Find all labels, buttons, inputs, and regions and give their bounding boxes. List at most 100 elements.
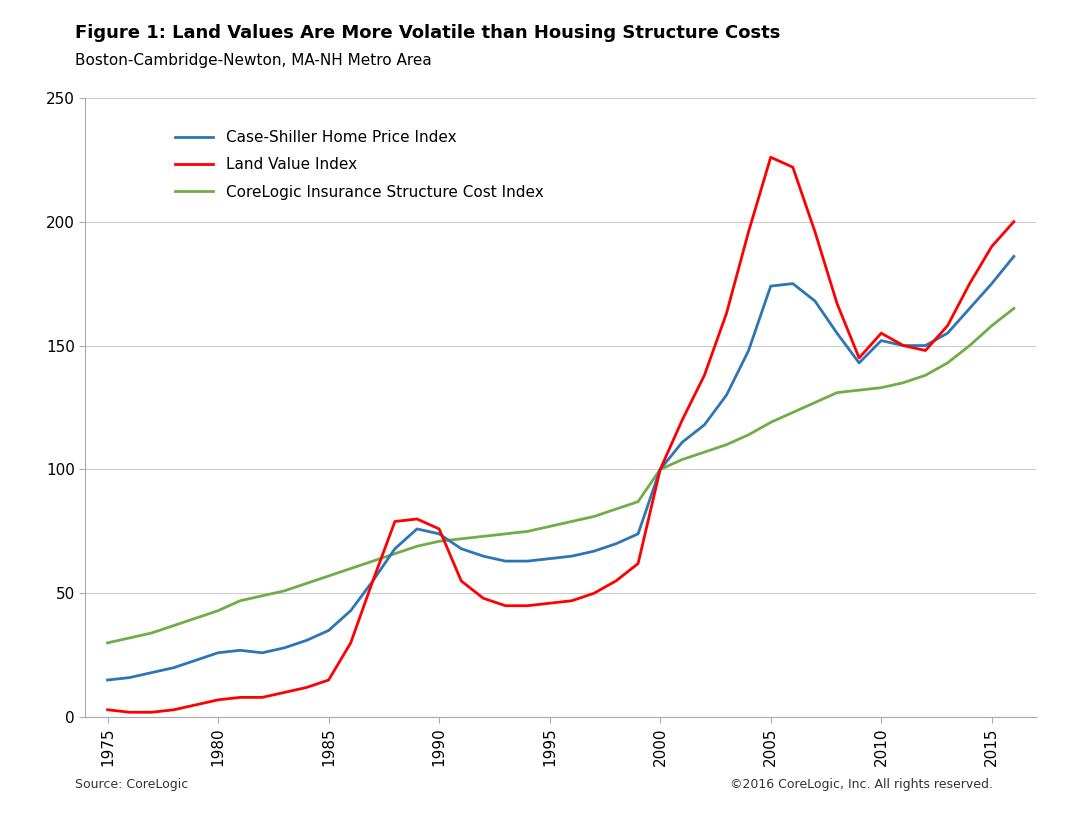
- Case-Shiller Home Price Index: [875, 336, 888, 346]
- CoreLogic Insurance Structure Cost Index: [521, 526, 534, 536]
- CoreLogic Insurance Structure Cost Index: [897, 378, 910, 388]
- Case-Shiller Home Price Index: [610, 539, 623, 548]
- Land Value Index: [344, 638, 357, 648]
- Land Value Index: [234, 693, 247, 703]
- Land Value Index: [433, 524, 445, 534]
- CoreLogic Insurance Structure Cost Index: [455, 534, 468, 544]
- Case-Shiller Home Price Index: [897, 341, 910, 350]
- Line: Land Value Index: Land Value Index: [108, 157, 1014, 712]
- Land Value Index: [920, 346, 932, 355]
- CoreLogic Insurance Structure Cost Index: [698, 447, 711, 457]
- CoreLogic Insurance Structure Cost Index: [875, 383, 888, 393]
- Land Value Index: [278, 688, 290, 698]
- Land Value Index: [720, 308, 733, 318]
- Land Value Index: [963, 279, 976, 289]
- Land Value Index: [477, 593, 490, 603]
- Land Value Index: [765, 152, 778, 162]
- Land Value Index: [189, 700, 202, 710]
- CoreLogic Insurance Structure Cost Index: [389, 548, 402, 558]
- CoreLogic Insurance Structure Cost Index: [786, 408, 799, 417]
- CoreLogic Insurance Structure Cost Index: [808, 398, 821, 408]
- Land Value Index: [1007, 217, 1020, 227]
- CoreLogic Insurance Structure Cost Index: [366, 556, 379, 566]
- Land Value Index: [786, 162, 799, 172]
- Case-Shiller Home Price Index: [521, 556, 534, 566]
- CoreLogic Insurance Structure Cost Index: [499, 529, 512, 539]
- CoreLogic Insurance Structure Cost Index: [654, 465, 666, 474]
- Case-Shiller Home Price Index: [720, 390, 733, 400]
- CoreLogic Insurance Structure Cost Index: [610, 504, 623, 514]
- Case-Shiller Home Price Index: [631, 529, 644, 539]
- CoreLogic Insurance Structure Cost Index: [565, 517, 578, 526]
- Case-Shiller Home Price Index: [145, 667, 158, 677]
- Case-Shiller Home Price Index: [565, 551, 578, 561]
- Land Value Index: [455, 576, 468, 586]
- CoreLogic Insurance Structure Cost Index: [831, 388, 844, 398]
- Case-Shiller Home Price Index: [698, 420, 711, 430]
- CoreLogic Insurance Structure Cost Index: [101, 638, 114, 648]
- Case-Shiller Home Price Index: [544, 553, 556, 563]
- Case-Shiller Home Price Index: [963, 303, 976, 313]
- Land Value Index: [410, 514, 423, 524]
- Land Value Index: [565, 596, 578, 606]
- Land Value Index: [742, 227, 755, 236]
- Case-Shiller Home Price Index: [765, 281, 778, 291]
- Land Value Index: [676, 415, 689, 425]
- Land Value Index: [168, 705, 180, 715]
- CoreLogic Insurance Structure Cost Index: [544, 522, 556, 531]
- Land Value Index: [544, 598, 556, 608]
- CoreLogic Insurance Structure Cost Index: [300, 579, 313, 588]
- Land Value Index: [897, 341, 910, 350]
- Text: ©2016 CoreLogic, Inc. All rights reserved.: ©2016 CoreLogic, Inc. All rights reserve…: [731, 778, 993, 791]
- Case-Shiller Home Price Index: [123, 672, 136, 682]
- Case-Shiller Home Price Index: [323, 626, 335, 636]
- CoreLogic Insurance Structure Cost Index: [344, 564, 357, 574]
- Case-Shiller Home Price Index: [300, 636, 313, 645]
- Case-Shiller Home Price Index: [433, 529, 445, 539]
- CoreLogic Insurance Structure Cost Index: [234, 596, 247, 606]
- CoreLogic Insurance Structure Cost Index: [278, 586, 290, 596]
- CoreLogic Insurance Structure Cost Index: [211, 606, 224, 615]
- Land Value Index: [323, 675, 335, 685]
- Text: Figure 1: Land Values Are More Volatile than Housing Structure Costs: Figure 1: Land Values Are More Volatile …: [75, 24, 780, 42]
- Case-Shiller Home Price Index: [920, 341, 932, 350]
- Land Value Index: [499, 601, 512, 610]
- Case-Shiller Home Price Index: [278, 643, 290, 653]
- CoreLogic Insurance Structure Cost Index: [587, 512, 600, 522]
- Land Value Index: [986, 241, 999, 251]
- CoreLogic Insurance Structure Cost Index: [720, 440, 733, 450]
- Case-Shiller Home Price Index: [234, 645, 247, 655]
- Land Value Index: [698, 370, 711, 380]
- Land Value Index: [300, 683, 313, 693]
- CoreLogic Insurance Structure Cost Index: [410, 541, 423, 551]
- Case-Shiller Home Price Index: [389, 544, 402, 553]
- Land Value Index: [256, 693, 269, 703]
- CoreLogic Insurance Structure Cost Index: [168, 621, 180, 631]
- Case-Shiller Home Price Index: [256, 648, 269, 658]
- CoreLogic Insurance Structure Cost Index: [963, 341, 976, 350]
- Case-Shiller Home Price Index: [366, 576, 379, 586]
- Case-Shiller Home Price Index: [941, 328, 954, 338]
- Text: Boston-Cambridge-Newton, MA-NH Metro Area: Boston-Cambridge-Newton, MA-NH Metro Are…: [75, 53, 431, 68]
- Land Value Index: [852, 353, 865, 363]
- Case-Shiller Home Price Index: [344, 606, 357, 615]
- Land Value Index: [831, 298, 844, 308]
- Case-Shiller Home Price Index: [455, 544, 468, 553]
- CoreLogic Insurance Structure Cost Index: [765, 417, 778, 427]
- Land Value Index: [389, 517, 402, 526]
- Case-Shiller Home Price Index: [211, 648, 224, 658]
- CoreLogic Insurance Structure Cost Index: [920, 370, 932, 380]
- Land Value Index: [875, 328, 888, 338]
- Land Value Index: [521, 601, 534, 610]
- CoreLogic Insurance Structure Cost Index: [256, 591, 269, 601]
- Land Value Index: [101, 705, 114, 715]
- Land Value Index: [941, 321, 954, 331]
- CoreLogic Insurance Structure Cost Index: [852, 385, 865, 395]
- Land Value Index: [211, 695, 224, 705]
- Legend: Case-Shiller Home Price Index, Land Value Index, CoreLogic Insurance Structure C: Case-Shiller Home Price Index, Land Valu…: [169, 124, 550, 205]
- CoreLogic Insurance Structure Cost Index: [676, 455, 689, 465]
- Case-Shiller Home Price Index: [410, 524, 423, 534]
- Case-Shiller Home Price Index: [101, 675, 114, 685]
- CoreLogic Insurance Structure Cost Index: [433, 536, 445, 546]
- Case-Shiller Home Price Index: [654, 465, 666, 474]
